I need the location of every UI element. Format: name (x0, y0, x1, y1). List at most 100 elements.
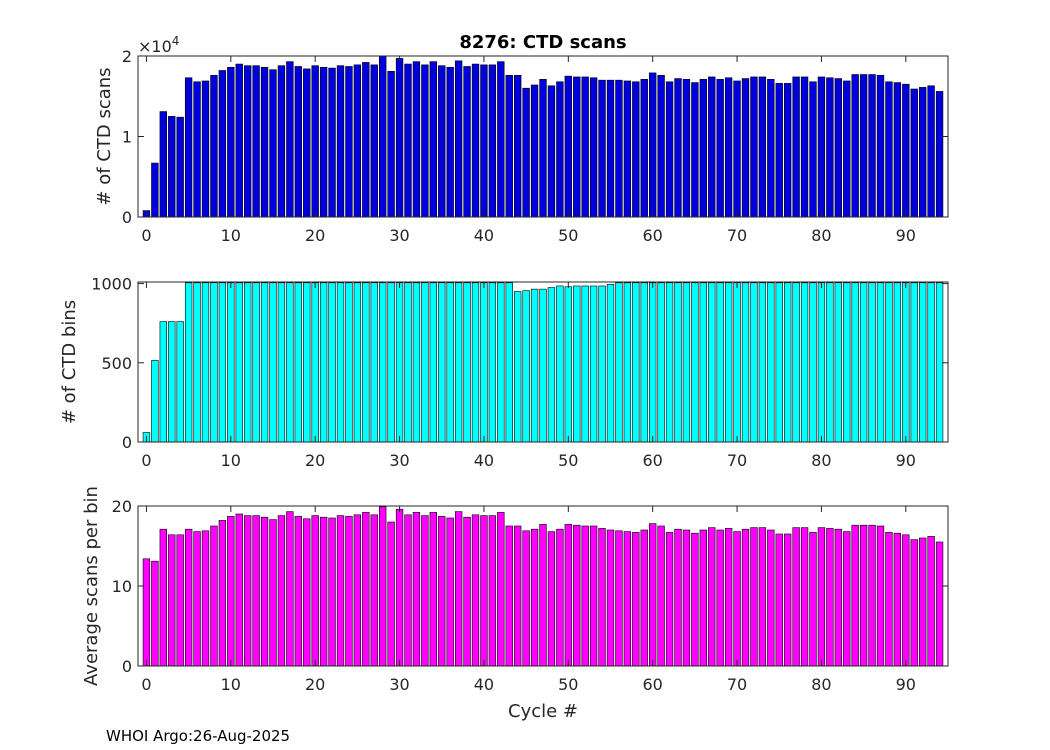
bar-cycle-60 (649, 523, 657, 667)
x-tick-label: 70 (727, 675, 747, 694)
bar-cycle-59 (640, 282, 648, 443)
bar-cycle-71 (741, 282, 750, 443)
bar-cycle-42 (497, 61, 505, 218)
bar-cycle-86 (868, 524, 876, 667)
bar-cycle-72 (750, 76, 758, 218)
bar-cycle-65 (691, 532, 699, 667)
bar-cycle-92 (919, 87, 927, 218)
bar-cycle-54 (598, 79, 606, 218)
x-tick-label: 50 (558, 226, 578, 245)
bar-cycle-78 (800, 282, 809, 443)
bar-cycle-11 (235, 513, 243, 667)
bar-cycle-37 (454, 511, 463, 667)
bar-cycle-55 (606, 529, 615, 667)
bar-cycle-4 (176, 116, 184, 218)
bar-cycle-49 (556, 81, 564, 218)
bar-cycle-78 (800, 527, 809, 667)
bar-cycle-29 (387, 521, 395, 667)
bar-cycle-27 (370, 514, 378, 667)
bar-cycle-57 (623, 282, 632, 443)
bar-cycle-33 (421, 64, 429, 218)
bar-cycle-50 (564, 286, 572, 443)
bar-cycle-92 (919, 282, 927, 443)
bar-cycle-33 (421, 282, 429, 443)
bar-cycle-6 (193, 531, 201, 667)
bar-cycle-89 (893, 532, 902, 667)
bar-cycle-36 (446, 66, 454, 218)
bar-cycle-75 (775, 533, 783, 667)
bar-cycle-26 (362, 282, 370, 443)
bar-cycle-94 (935, 282, 944, 443)
bar-cycle-10 (227, 282, 235, 443)
chart-title: 8276: CTD scans (459, 32, 626, 53)
x-tick-label: 20 (305, 675, 325, 694)
bar-cycle-74 (767, 282, 775, 443)
bar-cycle-25 (353, 514, 362, 667)
bar-cycle-84 (851, 74, 859, 218)
bar-cycle-5 (184, 77, 193, 218)
bar-cycle-73 (758, 76, 767, 218)
bar-cycle-70 (733, 531, 741, 667)
bar-cycle-66 (699, 282, 707, 443)
bar-cycle-45 (522, 87, 530, 218)
bar-cycle-53 (589, 77, 598, 218)
x-axis-label: Cycle # (508, 701, 578, 722)
bar-cycle-58 (632, 81, 640, 218)
bar-cycle-19 (303, 68, 311, 218)
bar-cycle-91 (910, 88, 918, 218)
bar-cycle-81 (826, 282, 834, 443)
x-tick-label: 60 (643, 675, 663, 694)
bar-cycle-36 (446, 517, 454, 667)
bar-cycle-21 (319, 282, 328, 443)
bar-cycle-11 (235, 282, 243, 443)
panel-ctd-scans: 0 10 20 30 40 50 60 70 80 90 0 1 2 # of CTD scans ×104 (94, 34, 949, 245)
bar-cycle-84 (851, 524, 859, 667)
bar-cycle-56 (615, 79, 623, 218)
bar-cycle-18 (294, 282, 302, 443)
bar-cycle-63 (674, 528, 682, 667)
bar-cycle-34 (429, 512, 437, 667)
bar-cycle-71 (741, 78, 750, 218)
bar-cycle-19 (303, 282, 311, 443)
bar-cycle-80 (817, 282, 826, 443)
x-tick-label: 50 (558, 451, 578, 470)
x-tick-label: 70 (727, 226, 747, 245)
bar-cycle-31 (404, 63, 412, 218)
bar-cycle-52 (581, 76, 589, 218)
bar-cycle-87 (876, 75, 885, 218)
bar-cycle-60 (649, 72, 657, 218)
bar-cycle-53 (589, 525, 598, 667)
bar-cycle-35 (438, 65, 446, 218)
x-tick-label: 30 (389, 451, 409, 470)
y-tick-label: 10 (112, 577, 132, 596)
bar-cycle-42 (497, 282, 505, 443)
bar-cycle-6 (193, 81, 201, 218)
x-tick-label: 60 (643, 451, 663, 470)
x-tick-label: 10 (221, 675, 241, 694)
bar-cycle-30 (395, 58, 404, 218)
bar-cycle-32 (412, 61, 421, 218)
bar-cycle-58 (632, 532, 640, 667)
bar-cycle-62 (665, 532, 674, 667)
bar-cycle-44 (514, 291, 522, 443)
bar-cycle-22 (328, 282, 336, 443)
bar-cycle-82 (834, 78, 842, 218)
bar-cycle-69 (724, 528, 733, 667)
bar-cycle-74 (767, 79, 775, 218)
bar-cycle-59 (640, 529, 648, 667)
bar-cycle-32 (412, 512, 421, 667)
bar-cycle-71 (741, 528, 750, 667)
bar-cycle-31 (404, 282, 412, 443)
bar-cycle-51 (573, 76, 581, 218)
bar-cycle-86 (868, 74, 876, 218)
bar-cycle-24 (345, 66, 353, 218)
bar-cycle-6 (193, 282, 201, 443)
bar-cycle-7 (201, 80, 210, 218)
bar-cycle-38 (463, 282, 471, 443)
bar-cycle-72 (750, 527, 758, 667)
bar-cycle-64 (682, 529, 691, 667)
bar-cycle-2 (159, 111, 167, 218)
bar-cycle-28 (379, 55, 387, 218)
bar-cycle-25 (353, 64, 362, 218)
bar-cycle-15 (269, 519, 277, 667)
